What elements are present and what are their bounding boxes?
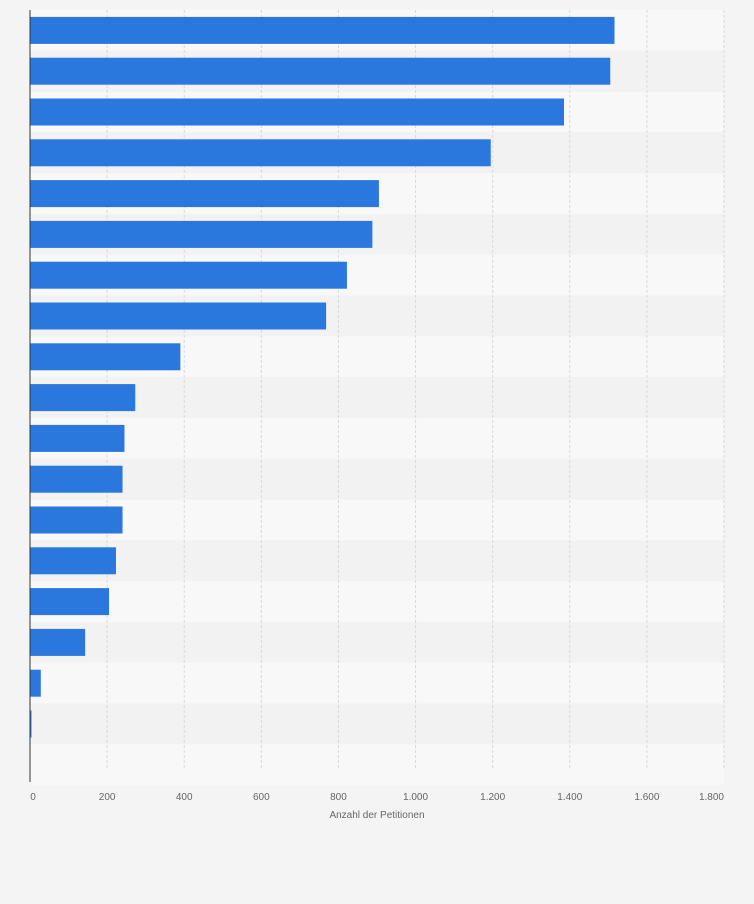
bar[interactable] (30, 384, 136, 412)
bar[interactable] (30, 343, 181, 371)
x-tick-label: 1.400 (557, 792, 582, 803)
bar[interactable] (30, 710, 32, 738)
x-tick-label: 1.800 (699, 792, 724, 803)
bar[interactable] (30, 220, 373, 248)
row-band (30, 458, 724, 500)
bar[interactable] (30, 547, 116, 575)
row-band (30, 703, 724, 745)
x-tick-label: 800 (330, 792, 347, 803)
bar[interactable] (30, 669, 41, 697)
bar[interactable] (30, 180, 379, 208)
row-band (30, 581, 724, 622)
bar[interactable] (30, 424, 125, 452)
row-band (30, 744, 724, 786)
bar[interactable] (30, 261, 347, 289)
bar[interactable] (30, 57, 611, 85)
row-band (30, 540, 724, 582)
bar[interactable] (30, 628, 86, 656)
row-band (30, 662, 724, 704)
x-tick-label: 600 (253, 792, 270, 803)
bar[interactable] (30, 506, 123, 534)
bar[interactable] (30, 16, 615, 44)
gridlines (106, 10, 725, 769)
bar[interactable] (30, 588, 110, 616)
x-tick-labels: 0 200 400 600 800 1.000 1.200 1.400 1.600 1.800 (30, 792, 724, 803)
x-tick-label: 0 (30, 792, 36, 803)
bars (30, 16, 615, 738)
row-band (30, 377, 724, 418)
row-band (30, 499, 724, 541)
bar[interactable] (30, 98, 564, 126)
bar[interactable] (30, 465, 123, 493)
x-tick-label: 1.000 (403, 792, 428, 803)
x-tick-label: 1.600 (634, 792, 659, 803)
row-band (30, 622, 724, 663)
x-axis-label: Anzahl der Petitionen (329, 810, 424, 821)
x-tick-label: 400 (176, 792, 193, 803)
row-band (30, 418, 724, 459)
x-tick-label: 1.200 (480, 792, 505, 803)
bar[interactable] (30, 302, 327, 330)
x-tick-label: 200 (99, 792, 116, 803)
bar[interactable] (30, 139, 491, 167)
